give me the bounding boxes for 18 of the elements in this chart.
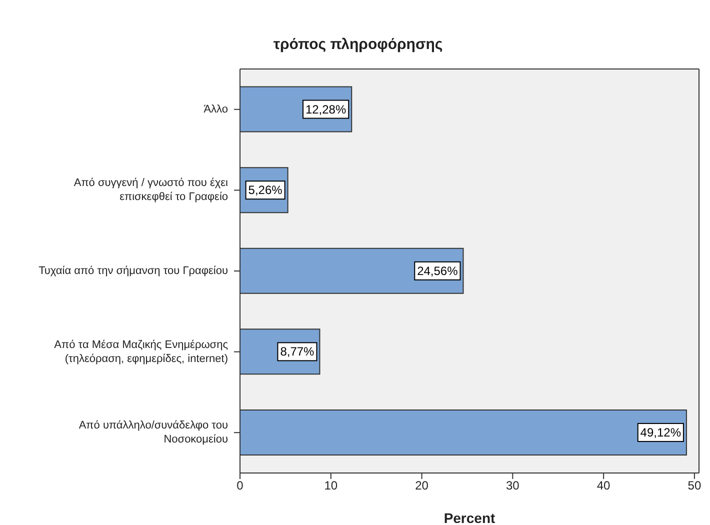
- x-axis-title: Percent: [444, 510, 496, 525]
- x-tick-label: 30: [506, 478, 520, 493]
- y-tick-label: Από συγγενή / γνωστό που έχει επισκεφθεί το Γραφείο: [74, 177, 229, 204]
- x-tick-label: 10: [324, 478, 338, 493]
- x-tick-label: 20: [415, 478, 429, 493]
- x-tick-label: 40: [596, 478, 611, 493]
- data-label: 8,77%: [280, 344, 315, 359]
- data-label: 12,28%: [305, 102, 346, 116]
- y-tick-label: Από υπάλληλο/συνάδελφο του Νοσοκομείου: [78, 420, 228, 446]
- chart-title: τρόπος πληροφόρησης: [272, 36, 444, 53]
- x-tick-label: 50: [688, 478, 702, 493]
- y-tick-label: Άλλο: [204, 103, 228, 116]
- x-tick-label: 0: [236, 478, 244, 493]
- data-label: 24,56%: [417, 264, 458, 278]
- data-label: 5,26%: [248, 183, 283, 198]
- data-label: 49,12%: [640, 425, 682, 440]
- y-tick-label: Τυχαία από την σήμανση του Γραφείου: [38, 264, 228, 277]
- y-tick-label: Από τα Μέσα Μαζικής Ενημέρωσης (τηλεόραση, εφημερίδες, internet): [54, 338, 228, 365]
